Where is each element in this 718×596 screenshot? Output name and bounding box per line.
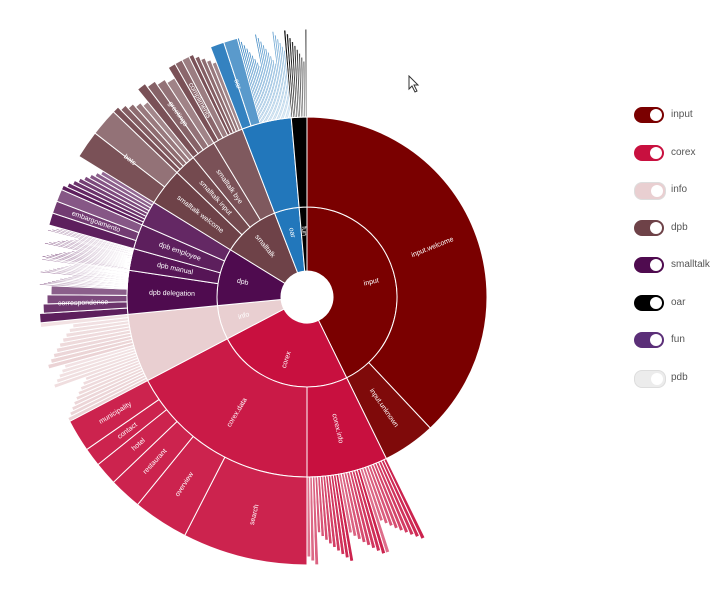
toggle-knob	[651, 185, 663, 197]
segment-input.welcome[interactable]	[306, 116, 488, 429]
toggle-knob	[650, 146, 662, 159]
toggle-info[interactable]	[634, 182, 666, 200]
legend-item-pdb[interactable]: pdb	[628, 369, 716, 408]
label-fun: fun	[300, 226, 307, 236]
toggle-oar[interactable]	[634, 294, 664, 311]
toggle-fun[interactable]	[634, 332, 664, 348]
legend-item-dpb[interactable]: dpb	[628, 219, 716, 258]
mouse-cursor-icon	[408, 75, 420, 93]
label-input: input	[363, 277, 379, 287]
label-info: info	[237, 311, 250, 321]
legend-label-oar: oar	[671, 296, 686, 308]
legend-item-corex[interactable]: corex	[628, 144, 716, 183]
legend-item-input[interactable]: input	[628, 107, 716, 145]
legend-item-info[interactable]: info	[628, 182, 716, 220]
label-oar: oar	[287, 227, 296, 239]
legend-label-input: input	[671, 109, 693, 120]
legend-item-oar[interactable]: oar	[628, 294, 716, 333]
toggle-knob	[650, 296, 662, 309]
toggle-knob	[651, 372, 663, 385]
toggle-dpb[interactable]	[634, 219, 664, 236]
label-search: search	[249, 504, 261, 526]
toggle-knob	[650, 334, 662, 346]
segment-fun-sub-1[interactable]	[304, 28, 308, 118]
legend-label-dpb: dpb	[671, 221, 688, 233]
legend-item-smalltalk[interactable]: smalltalk	[628, 257, 716, 295]
label-oar-sub-1: oar	[232, 78, 242, 90]
toggle-input[interactable]	[634, 107, 664, 123]
segment-sub-3[interactable]	[306, 476, 312, 558]
label-dpb: dpb	[236, 278, 249, 287]
toggle-knob	[650, 221, 662, 234]
toggle-knob	[650, 259, 662, 271]
legend-label-fun: fun	[671, 334, 685, 345]
legend-label-corex: corex	[671, 146, 696, 158]
toggle-knob	[650, 109, 662, 121]
label-correspondence: correspondence	[58, 299, 108, 307]
toggle-smalltalk[interactable]	[634, 257, 664, 273]
label-dpb.delegation: dpb delegation	[149, 290, 195, 298]
toggle-pdb[interactable]	[634, 369, 666, 388]
legend-label-info: info	[671, 184, 688, 195]
legend-label-smalltalk: smalltalk	[671, 259, 710, 270]
legend-item-fun[interactable]: fun	[628, 332, 716, 370]
legend-label-pdb: pdb	[671, 371, 688, 383]
legend: input corex info dpb smalltalk oar fun p…	[628, 107, 716, 407]
toggle-corex[interactable]	[634, 144, 664, 161]
